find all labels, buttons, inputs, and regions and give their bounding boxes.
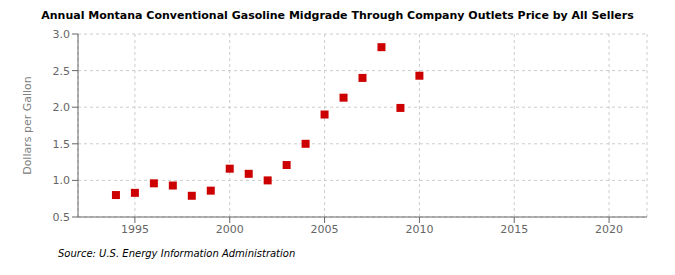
- html-text:Annual Montana Conventional Ga: Annual Montana Conventional Gasoline Mid…: [41, 9, 634, 22]
- svg-text:Dollars per Gallon: Dollars per Gallon: [21, 76, 34, 175]
- svg-text:2.5: 2.5: [53, 65, 71, 78]
- svg-text:2000: 2000: [216, 223, 244, 236]
- svg-text:1.5: 1.5: [53, 138, 71, 151]
- svg-text:0.5: 0.5: [53, 211, 71, 224]
- svg-text:2.0: 2.0: [53, 101, 71, 114]
- svg-text:2015: 2015: [500, 223, 528, 236]
- svg-text:2020: 2020: [595, 223, 623, 236]
- html-text:Source: U.S. Energy Informatio: Source: U.S. Energy Information Administ…: [58, 248, 296, 259]
- svg-text:2005: 2005: [311, 223, 339, 236]
- svg-text:2010: 2010: [405, 223, 433, 236]
- svg-text:1995: 1995: [121, 223, 149, 236]
- svg-text:3.0: 3.0: [53, 28, 71, 41]
- svg-text:1.0: 1.0: [53, 174, 71, 187]
